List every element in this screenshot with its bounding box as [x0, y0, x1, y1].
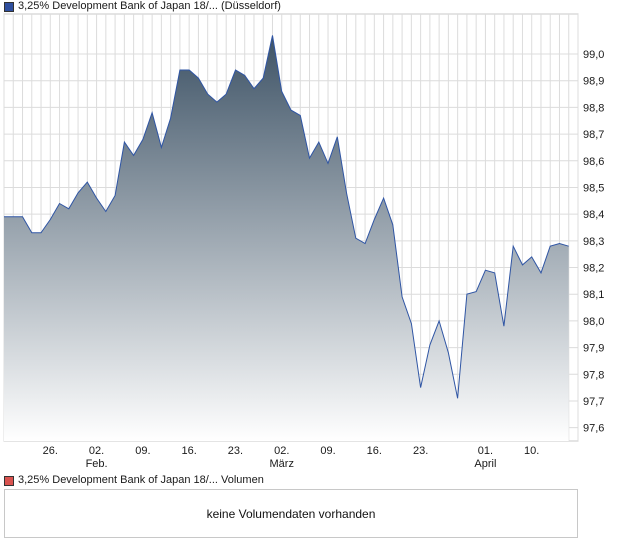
x-month-label: Feb.	[86, 458, 108, 470]
x-tick-label: 09.	[320, 445, 335, 457]
x-tick-label: 16.	[367, 445, 382, 457]
x-tick-label: 26.	[43, 445, 58, 457]
x-tick-label: 16.	[182, 445, 197, 457]
price-series-swatch	[4, 1, 14, 12]
x-tick-label: 23.	[228, 445, 243, 457]
x-tick-label: 02.	[89, 445, 104, 457]
y-tick-label: 99,0	[583, 49, 604, 61]
y-tick-label: 98,6	[583, 156, 604, 168]
price-chart: 99,0 98,9 98,8 98,7 98,6 98,5 98,4 98,3 98,2 98,1…	[3, 13, 604, 470]
x-month-label: März	[270, 458, 294, 470]
price-legend-label: 3,25% Development Bank of Japan 18/... (…	[18, 0, 281, 12]
y-tick-label: 98,2	[583, 263, 604, 275]
y-tick-label: 98,3	[583, 236, 604, 248]
y-tick-label: 97,6	[583, 423, 604, 435]
y-tick-label: 98,8	[583, 102, 604, 114]
y-tick-label: 97,9	[583, 343, 604, 355]
price-line	[4, 35, 569, 399]
y-tick-label: 97,8	[583, 369, 604, 381]
x-tick-label: 23.	[413, 445, 428, 457]
y-tick-label: 97,7	[583, 396, 604, 408]
volume-empty-message: keine Volumendaten vorhanden	[206, 507, 376, 521]
volume-legend-label: 3,25% Development Bank of Japan 18/... V…	[18, 474, 264, 486]
x-tick-label: 02.	[274, 445, 289, 457]
x-month-label: April	[474, 458, 496, 470]
y-tick-label: 98,0	[583, 316, 604, 328]
y-axis: 99,0 98,9 98,8 98,7 98,6 98,5 98,4 98,3 98,2 98,1…	[583, 49, 604, 435]
volume-series-swatch	[4, 475, 14, 486]
y-tick-label: 98,1	[583, 289, 604, 301]
x-tick-label: 09.	[135, 445, 150, 457]
volume-legend: 3,25% Development Bank of Japan 18/... V…	[4, 474, 264, 487]
x-tick-label: 10.	[524, 445, 539, 457]
y-tick-label: 98,7	[583, 129, 604, 141]
y-tick-label: 98,5	[583, 182, 604, 194]
x-tick-label: 01.	[478, 445, 493, 457]
volume-panel: keine Volumendaten vorhanden	[4, 489, 578, 538]
y-tick-label: 98,9	[583, 76, 604, 88]
y-tick-label: 98,4	[583, 209, 604, 221]
price-legend: 3,25% Development Bank of Japan 18/... (…	[4, 0, 281, 13]
price-area	[4, 35, 569, 442]
